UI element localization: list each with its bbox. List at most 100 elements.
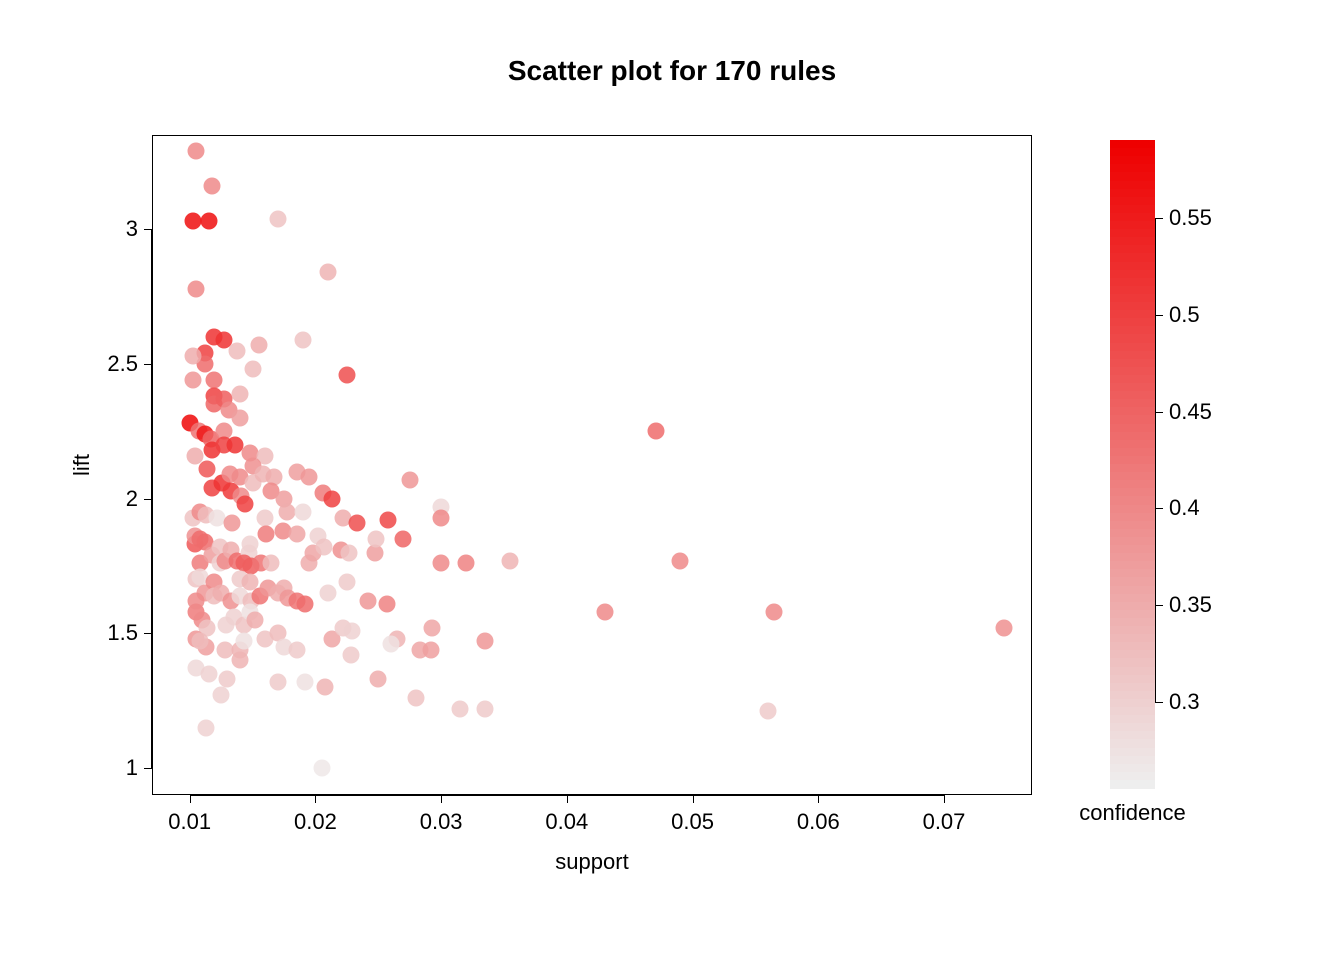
x-tick <box>567 795 568 803</box>
legend-tick-label: 0.5 <box>1169 302 1200 328</box>
data-point <box>229 342 246 359</box>
legend-tick <box>1155 508 1163 509</box>
data-point <box>370 671 387 688</box>
data-point <box>502 552 519 569</box>
data-point <box>596 603 613 620</box>
data-point <box>401 471 418 488</box>
legend-tick <box>1155 702 1163 703</box>
legend-tick <box>1155 605 1163 606</box>
y-tick-label: 3 <box>126 216 138 242</box>
data-point <box>648 423 665 440</box>
y-tick-label: 2.5 <box>107 351 138 377</box>
data-point <box>367 531 384 548</box>
data-point <box>477 633 494 650</box>
data-point <box>672 552 689 569</box>
data-point <box>316 539 333 556</box>
data-point <box>294 331 311 348</box>
x-axis-line <box>190 795 944 796</box>
data-point <box>247 611 264 628</box>
data-point <box>213 687 230 704</box>
chart-title: Scatter plot for 170 rules <box>0 55 1344 87</box>
data-point <box>320 264 337 281</box>
y-axis-line <box>151 229 152 768</box>
data-point <box>760 703 777 720</box>
data-point <box>199 461 216 478</box>
legend-tick-label: 0.55 <box>1169 205 1212 231</box>
data-point <box>323 490 340 507</box>
data-point <box>237 496 254 513</box>
data-point <box>288 525 305 542</box>
data-point <box>185 347 202 364</box>
y-tick <box>144 768 152 769</box>
data-point <box>263 555 280 572</box>
legend-tick-label: 0.3 <box>1169 689 1200 715</box>
y-tick-label: 1.5 <box>107 620 138 646</box>
data-point <box>301 469 318 486</box>
data-point <box>188 593 205 610</box>
x-axis-label: support <box>555 849 628 875</box>
data-point <box>297 673 314 690</box>
data-point <box>360 593 377 610</box>
data-point <box>235 633 252 650</box>
legend-tick <box>1155 412 1163 413</box>
data-point <box>433 509 450 526</box>
data-point <box>996 619 1013 636</box>
data-point <box>424 619 441 636</box>
data-point <box>317 679 334 696</box>
data-point <box>188 280 205 297</box>
data-point <box>204 178 221 195</box>
data-point <box>269 210 286 227</box>
x-tick <box>818 795 819 803</box>
x-tick-label: 0.07 <box>923 809 966 835</box>
data-point <box>200 213 217 230</box>
x-tick-label: 0.06 <box>797 809 840 835</box>
data-point <box>224 514 241 531</box>
legend-tick-label: 0.4 <box>1169 495 1200 521</box>
y-tick-label: 1 <box>126 755 138 781</box>
data-point <box>408 690 425 707</box>
y-tick-label: 2 <box>126 486 138 512</box>
x-tick <box>944 795 945 803</box>
data-point <box>341 544 358 561</box>
x-tick <box>441 795 442 803</box>
x-tick-label: 0.02 <box>294 809 337 835</box>
data-point <box>200 665 217 682</box>
data-point <box>423 641 440 658</box>
data-point <box>242 536 259 553</box>
data-point <box>232 385 249 402</box>
data-point <box>269 673 286 690</box>
x-tick-label: 0.05 <box>671 809 714 835</box>
data-point <box>294 504 311 521</box>
plot-area <box>152 135 1032 795</box>
legend-tick-label: 0.45 <box>1169 399 1212 425</box>
x-tick <box>693 795 694 803</box>
data-point <box>198 719 215 736</box>
data-point <box>338 574 355 591</box>
data-point <box>297 595 314 612</box>
data-point <box>342 646 359 663</box>
data-point <box>766 603 783 620</box>
data-point <box>477 700 494 717</box>
x-tick <box>315 795 316 803</box>
legend-tick <box>1155 315 1163 316</box>
data-point <box>458 555 475 572</box>
legend-tick-label: 0.35 <box>1169 592 1212 618</box>
data-point <box>244 361 261 378</box>
color-legend-bar <box>1110 140 1155 780</box>
data-point <box>278 504 295 521</box>
data-point <box>288 641 305 658</box>
data-point <box>452 700 469 717</box>
data-point <box>380 512 397 529</box>
x-tick <box>190 795 191 803</box>
data-point <box>188 143 205 160</box>
data-point <box>382 636 399 653</box>
data-point <box>205 372 222 389</box>
data-point <box>313 760 330 777</box>
x-tick-label: 0.01 <box>168 809 211 835</box>
data-point <box>232 652 249 669</box>
data-point <box>185 372 202 389</box>
x-tick-label: 0.04 <box>545 809 588 835</box>
y-axis-label: lift <box>69 454 95 476</box>
data-point <box>191 633 208 650</box>
data-point <box>395 531 412 548</box>
